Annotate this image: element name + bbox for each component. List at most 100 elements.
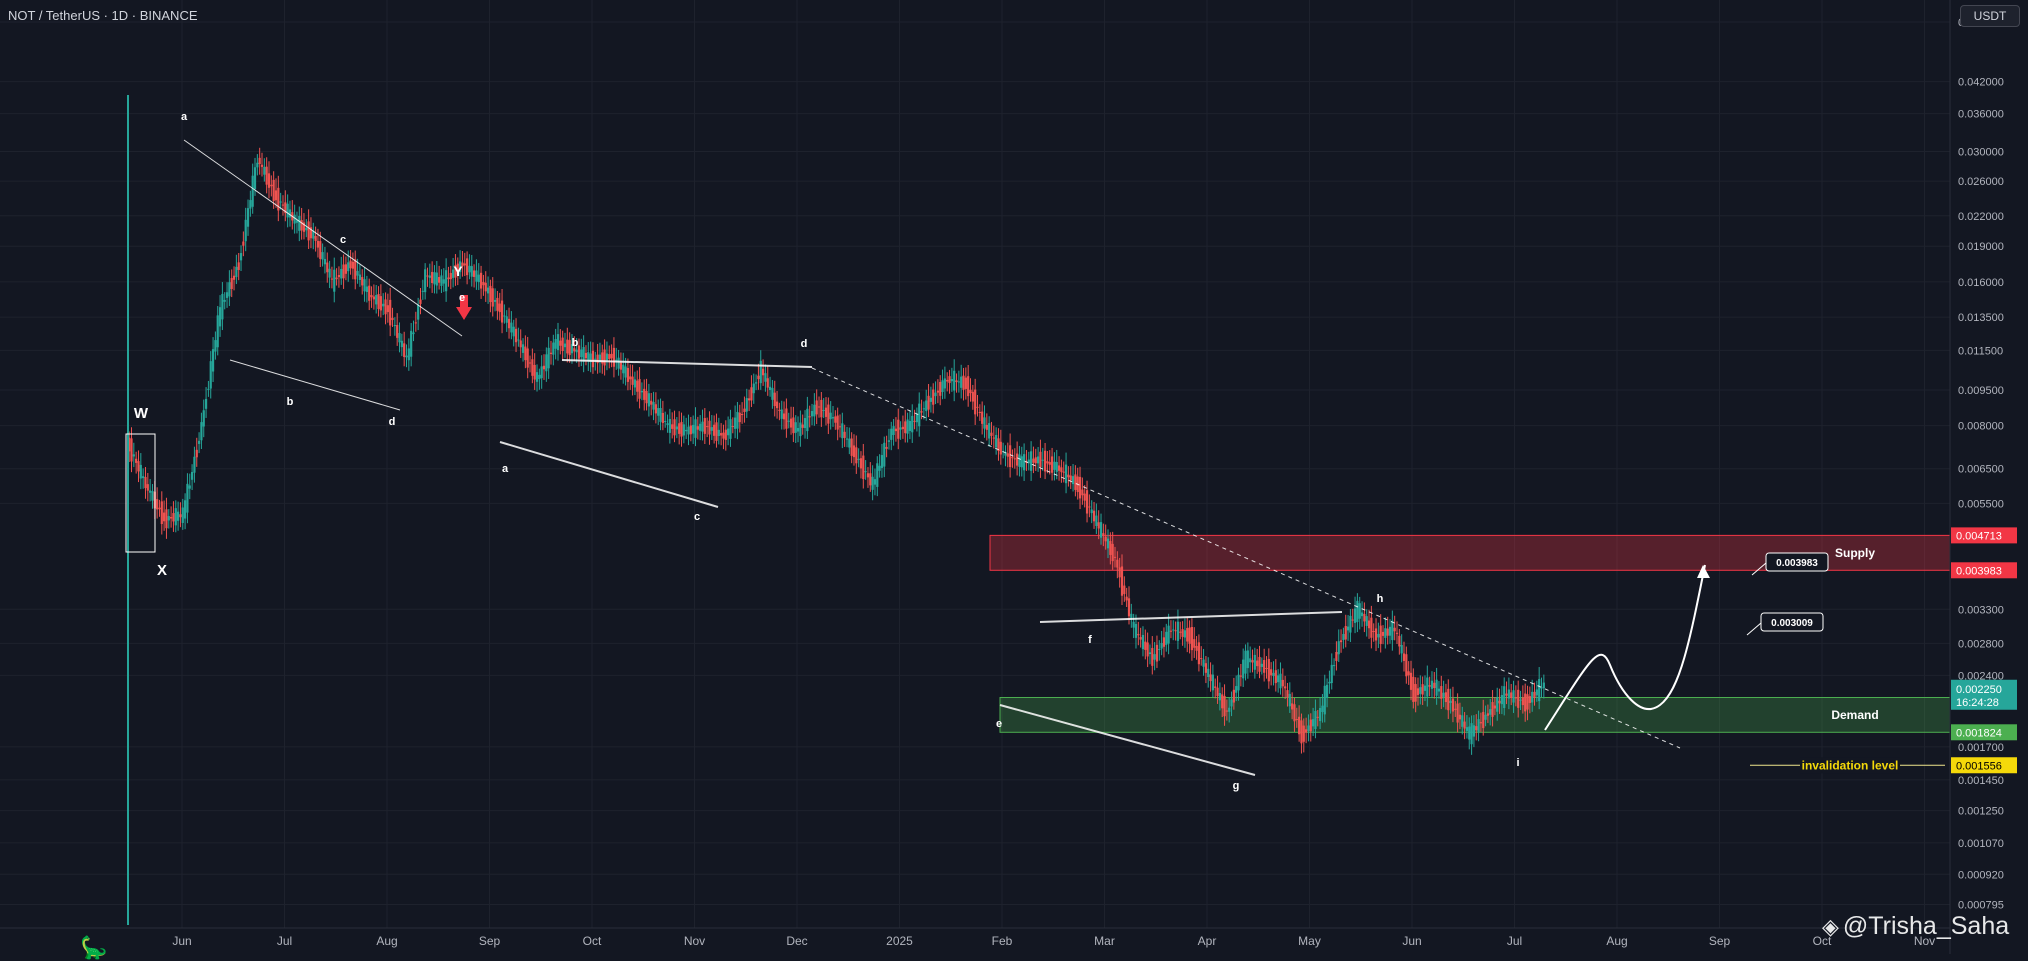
candle-body xyxy=(1081,489,1084,496)
candle-body xyxy=(1475,726,1478,731)
candle-body xyxy=(319,241,322,259)
candle-body xyxy=(808,416,811,418)
candle-body xyxy=(1036,456,1040,464)
price-tick-label: 0.030000 xyxy=(1958,146,2004,158)
candle-body xyxy=(398,333,401,343)
candle-body xyxy=(1426,677,1429,697)
candle-body xyxy=(941,380,944,393)
candle-body xyxy=(440,275,443,286)
candle-body xyxy=(482,281,485,286)
candle-body xyxy=(181,507,184,523)
candle-body xyxy=(484,282,487,292)
candle-body xyxy=(545,354,548,372)
candle-body xyxy=(1307,725,1310,731)
candle-body xyxy=(1214,686,1217,688)
candle-body xyxy=(531,359,534,376)
candle-body xyxy=(1500,695,1503,705)
candle-body xyxy=(1263,660,1266,673)
candle-body xyxy=(995,434,998,448)
time-tick-label: Jun xyxy=(172,934,191,948)
candle-body xyxy=(1507,689,1510,699)
candle-body xyxy=(347,262,350,272)
candle-body xyxy=(407,348,410,361)
candle-body xyxy=(435,272,438,286)
wave-label: f xyxy=(1088,634,1092,646)
candle-body xyxy=(859,458,863,469)
price-axis[interactable]: 0.0560000.0420000.0360000.0300000.026000… xyxy=(1949,0,2028,954)
time-tick-label: Sep xyxy=(479,934,501,948)
candle-body xyxy=(810,411,814,417)
candle-body xyxy=(538,374,541,380)
price-tick-label: 0.001700 xyxy=(1958,742,2004,754)
candle-body xyxy=(403,343,406,358)
candle-body xyxy=(1535,689,1538,696)
candle-body xyxy=(652,401,655,410)
candle-body xyxy=(906,419,909,434)
time-tick-label: May xyxy=(1298,934,1321,948)
candle-body xyxy=(1158,648,1161,651)
candle-body xyxy=(1325,684,1329,698)
candle-body xyxy=(953,370,956,391)
candle-body xyxy=(1318,708,1322,722)
candle-body xyxy=(617,357,620,369)
candle-body xyxy=(1064,464,1068,484)
price-tick-label: 0.011500 xyxy=(1958,345,2003,357)
candle-body xyxy=(743,408,746,413)
zone-label: Supply xyxy=(1835,546,1875,560)
candle-body xyxy=(549,352,553,354)
candle-body xyxy=(1148,652,1152,654)
candle-body xyxy=(461,262,464,267)
candle-body xyxy=(253,167,257,190)
candle-body xyxy=(1067,474,1070,478)
price-tick-label: 0.000920 xyxy=(1958,869,2004,881)
candle-body xyxy=(414,322,417,324)
candle-body xyxy=(892,426,895,435)
candle-body xyxy=(1125,596,1128,601)
target-label: 0.003009 xyxy=(1771,618,1813,629)
candle-body xyxy=(298,215,301,231)
candle-body xyxy=(142,476,145,479)
candle-body xyxy=(489,285,492,303)
candle-body xyxy=(358,274,361,280)
candle-body xyxy=(1391,620,1394,641)
currency-button[interactable]: USDT xyxy=(1960,5,2020,27)
candle-body xyxy=(452,269,455,278)
candle-body xyxy=(1328,681,1331,684)
candle-body xyxy=(486,287,490,294)
candle-body xyxy=(342,264,345,279)
candle-body xyxy=(1057,465,1061,471)
candle-body xyxy=(731,426,734,428)
candle-body xyxy=(1270,669,1273,676)
candle-body xyxy=(643,388,646,400)
candle-body xyxy=(279,201,282,203)
candle-body xyxy=(759,360,762,384)
candle-body xyxy=(1405,654,1408,677)
price-tick-label: 0.008000 xyxy=(1958,421,2004,433)
candle-body xyxy=(1377,633,1380,638)
candle-body xyxy=(1106,538,1110,549)
candle-body xyxy=(1246,650,1249,669)
candle-body xyxy=(1412,676,1415,702)
candle-body xyxy=(1127,598,1131,617)
candle-body xyxy=(654,404,657,414)
candle-body xyxy=(391,317,394,321)
candle-body xyxy=(894,428,898,432)
candle-body xyxy=(1293,704,1296,722)
candle-body xyxy=(507,318,511,329)
candle-body xyxy=(885,446,888,449)
candle-body xyxy=(815,400,818,415)
candle-body xyxy=(1169,630,1173,632)
candle-body xyxy=(1151,647,1154,666)
candle-body xyxy=(1498,700,1501,704)
time-axis[interactable]: Jun Jul Aug Sep Oct Nov Dec 2025 Feb Mar Apr May Jun… xyxy=(0,927,1950,948)
candle-body xyxy=(547,347,550,369)
candle-body xyxy=(445,270,448,292)
time-tick-label: Sep xyxy=(1709,934,1731,948)
candle-body xyxy=(251,175,254,207)
candle-body xyxy=(631,376,634,385)
candle-body xyxy=(393,325,396,327)
candle-body xyxy=(496,297,499,311)
candle-body xyxy=(1370,617,1373,638)
time-tick-label: Oct xyxy=(1813,934,1832,948)
